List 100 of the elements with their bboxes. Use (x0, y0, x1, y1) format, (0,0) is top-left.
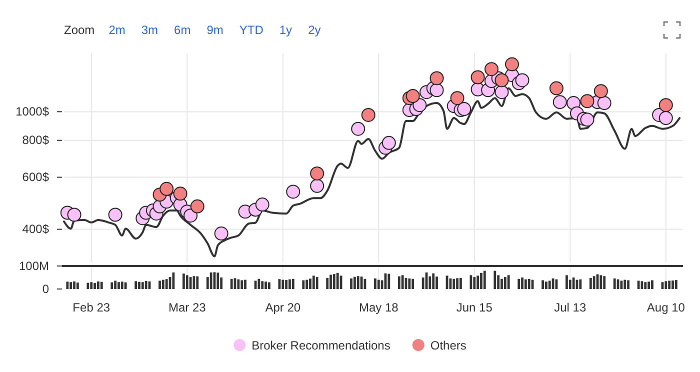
bar (302, 280, 305, 289)
bar (309, 278, 312, 289)
bar (312, 276, 315, 289)
bar (244, 280, 246, 289)
y-tick-label: 800$ (22, 133, 50, 148)
bar (356, 276, 360, 289)
bar (452, 278, 456, 289)
x-tick-label: Mar 23 (168, 300, 206, 315)
bar (332, 274, 336, 289)
bar (285, 280, 288, 289)
text: 9m (206, 23, 224, 37)
point (457, 102, 472, 116)
bar (428, 276, 432, 289)
bar (528, 278, 530, 289)
bar (144, 280, 148, 289)
bar (110, 282, 114, 289)
bar (288, 279, 291, 289)
bar (600, 275, 602, 289)
bar (186, 275, 188, 289)
bar (268, 282, 270, 289)
y-tick-label: 600$ (22, 170, 50, 184)
point (430, 83, 444, 98)
bar (353, 276, 356, 289)
bar (336, 272, 339, 289)
text: 6m (174, 23, 191, 37)
x-tick-label: Aug 10 (646, 300, 686, 315)
bar (264, 282, 267, 289)
point (310, 166, 324, 180)
point (286, 184, 300, 199)
point (430, 71, 444, 86)
legend-label: Broker Recommendations (252, 338, 390, 352)
bar (134, 281, 138, 289)
bar (476, 276, 480, 289)
bar (572, 278, 575, 289)
point (594, 84, 608, 98)
bar (460, 278, 462, 289)
bar (114, 280, 116, 289)
bar (592, 276, 596, 289)
bar (449, 278, 452, 289)
bar (172, 272, 175, 289)
bar (648, 282, 650, 289)
bar (162, 280, 164, 289)
point (580, 94, 594, 108)
bar (603, 276, 606, 289)
bar (613, 278, 616, 289)
bar (644, 282, 647, 289)
point (597, 96, 612, 110)
bar (507, 275, 510, 289)
bar (483, 270, 486, 289)
point (450, 91, 464, 106)
point (351, 122, 366, 136)
bar (494, 270, 496, 289)
point (214, 226, 228, 241)
text: 2m (108, 23, 126, 37)
bar (651, 280, 654, 289)
text: 3m (141, 23, 158, 37)
bar (579, 279, 582, 289)
point (382, 136, 396, 150)
text: YTD (239, 23, 264, 37)
bar (497, 275, 500, 289)
x-tick-label: Jul 13 (554, 300, 586, 315)
bar (624, 280, 626, 289)
bar (436, 276, 438, 289)
bar (524, 279, 527, 289)
y-tick-label: 0 (42, 282, 50, 296)
x-tick-label: Feb 23 (72, 300, 110, 315)
bar (566, 275, 568, 289)
bar (521, 278, 524, 289)
bar (158, 280, 161, 289)
bar (230, 278, 233, 289)
bar (545, 282, 548, 289)
bar (432, 273, 435, 289)
bar (456, 278, 458, 289)
point (658, 111, 673, 125)
bar (330, 274, 332, 289)
point (552, 95, 567, 110)
bar (292, 278, 294, 289)
bar (620, 280, 623, 289)
point (108, 208, 122, 222)
legend-label: Others (430, 338, 466, 352)
bar (141, 282, 144, 289)
point (515, 73, 530, 88)
bar (589, 278, 592, 289)
point (580, 112, 594, 127)
point (494, 85, 509, 100)
text: 1y (279, 23, 292, 37)
bar (408, 278, 411, 289)
bar (326, 278, 329, 289)
bar (138, 282, 140, 289)
bar (398, 276, 400, 289)
bar (480, 272, 482, 289)
bar (165, 279, 168, 289)
point (406, 89, 420, 104)
bar (240, 280, 244, 289)
point (160, 182, 174, 196)
bar (258, 278, 260, 289)
x-tick-label: May 18 (358, 300, 399, 315)
bar (306, 280, 308, 289)
point (494, 73, 509, 88)
bar (504, 277, 506, 289)
